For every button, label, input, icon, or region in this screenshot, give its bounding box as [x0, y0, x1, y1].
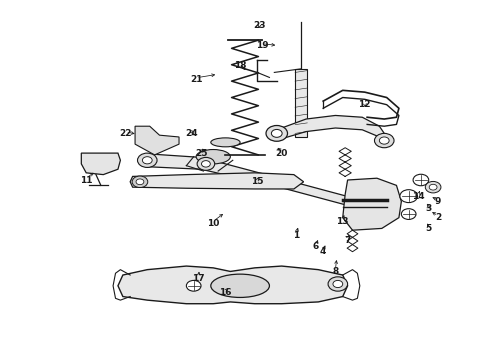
Circle shape — [197, 157, 215, 170]
Polygon shape — [343, 178, 401, 230]
Circle shape — [413, 174, 429, 186]
Text: 14: 14 — [412, 192, 425, 201]
Circle shape — [401, 209, 416, 220]
Bar — [295, 69, 307, 137]
Text: 23: 23 — [253, 21, 266, 30]
Circle shape — [271, 130, 282, 137]
Circle shape — [186, 280, 201, 291]
Circle shape — [201, 161, 210, 167]
Text: 13: 13 — [337, 217, 349, 226]
Text: 25: 25 — [195, 149, 207, 158]
Circle shape — [379, 137, 389, 144]
Circle shape — [429, 184, 437, 190]
Text: 2: 2 — [435, 213, 441, 222]
Circle shape — [132, 176, 148, 188]
Text: 6: 6 — [313, 242, 319, 251]
Polygon shape — [135, 126, 179, 155]
Polygon shape — [147, 154, 360, 209]
Text: 24: 24 — [185, 129, 197, 138]
Text: 4: 4 — [320, 247, 326, 256]
Polygon shape — [130, 173, 304, 189]
Ellipse shape — [196, 149, 230, 164]
Circle shape — [266, 126, 288, 141]
Text: 12: 12 — [359, 100, 371, 109]
Circle shape — [328, 277, 347, 291]
Ellipse shape — [211, 138, 240, 147]
Text: 7: 7 — [344, 237, 351, 246]
Circle shape — [143, 157, 152, 164]
Text: 3: 3 — [425, 204, 431, 213]
Text: 5: 5 — [425, 224, 431, 233]
Text: 19: 19 — [256, 41, 269, 50]
Text: 8: 8 — [332, 267, 339, 276]
Polygon shape — [282, 116, 387, 142]
Polygon shape — [118, 266, 347, 304]
Text: 22: 22 — [119, 129, 131, 138]
Circle shape — [425, 181, 441, 193]
Text: 20: 20 — [275, 149, 288, 158]
Polygon shape — [81, 153, 121, 175]
Text: 17: 17 — [192, 274, 205, 283]
Text: 11: 11 — [80, 176, 93, 185]
Circle shape — [136, 179, 144, 185]
Text: 9: 9 — [435, 197, 441, 206]
Text: 10: 10 — [207, 219, 220, 228]
Circle shape — [400, 190, 417, 203]
Ellipse shape — [211, 274, 270, 297]
Circle shape — [374, 134, 394, 148]
Circle shape — [138, 153, 157, 167]
Text: 18: 18 — [234, 61, 246, 70]
Text: 15: 15 — [251, 177, 264, 186]
Text: 1: 1 — [293, 231, 299, 240]
Text: 21: 21 — [190, 75, 202, 84]
Circle shape — [333, 280, 343, 288]
Text: 16: 16 — [219, 288, 232, 297]
